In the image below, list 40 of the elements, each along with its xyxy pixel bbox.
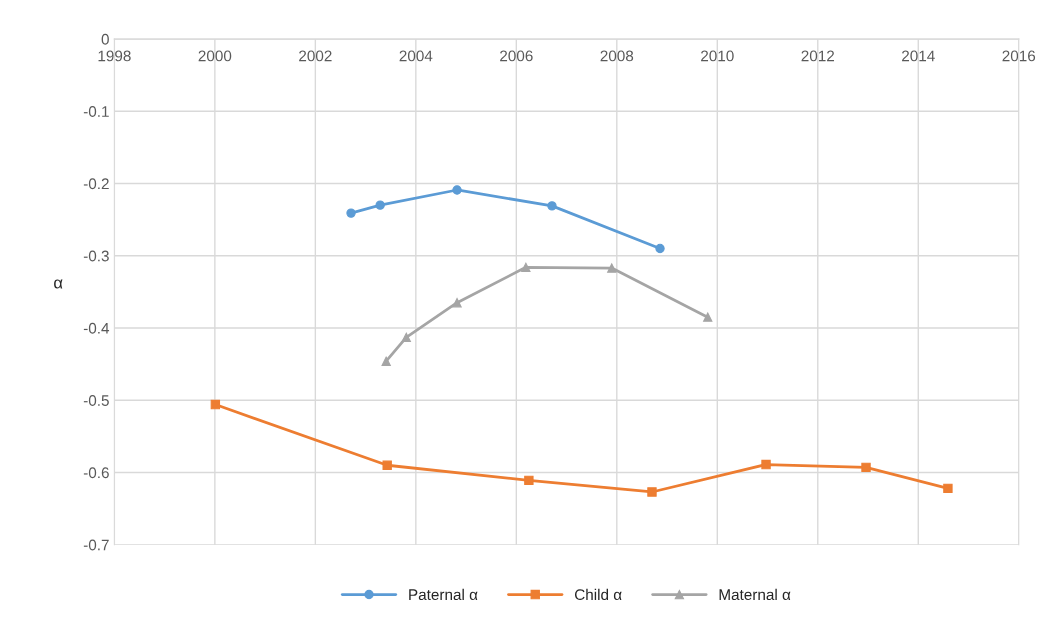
point [382,460,392,470]
point [524,475,534,486]
point [943,483,953,494]
x-tick-label: 2006 [500,50,533,62]
x-tick-label: 2000 [198,50,232,62]
y-tick-label: -0.7 [83,539,109,551]
point [210,399,221,410]
point [861,462,871,473]
y-tick-label: -0.4 [83,322,110,334]
point [452,298,462,308]
y-tick-label: -0.2 [83,178,109,190]
point [647,487,657,497]
y-tick-label: -0.6 [83,467,109,479]
y-axis-title: α [54,279,63,289]
x-tick-label: 2008 [600,50,634,62]
point [703,312,713,322]
x-tick-label: 2014 [902,50,935,62]
point [607,263,617,273]
y-tick-label: 0 [101,33,109,45]
point [346,208,356,218]
x-tick-label: 2016 [1002,50,1036,62]
y-tick-label: -0.1 [83,106,109,117]
legend-label: Maternal α [719,588,791,601]
point [452,185,462,195]
legend-label: Paternal α [409,588,478,601]
y-tick-label: -0.3 [83,250,109,262]
point [655,243,665,254]
x-tick-label: 1998 [98,50,131,62]
x-tick-label: 2004 [399,50,433,62]
x-tick-label: 2010 [701,50,734,62]
point [375,200,385,210]
x-tick-label: 2012 [801,50,835,62]
y-tick-label: -0.5 [83,395,109,406]
point [547,201,557,211]
x-tick-label: 2002 [299,50,332,62]
point [521,262,531,272]
point [381,356,391,366]
legend-label: Child α [574,588,622,601]
point [761,459,771,470]
point [401,332,411,343]
